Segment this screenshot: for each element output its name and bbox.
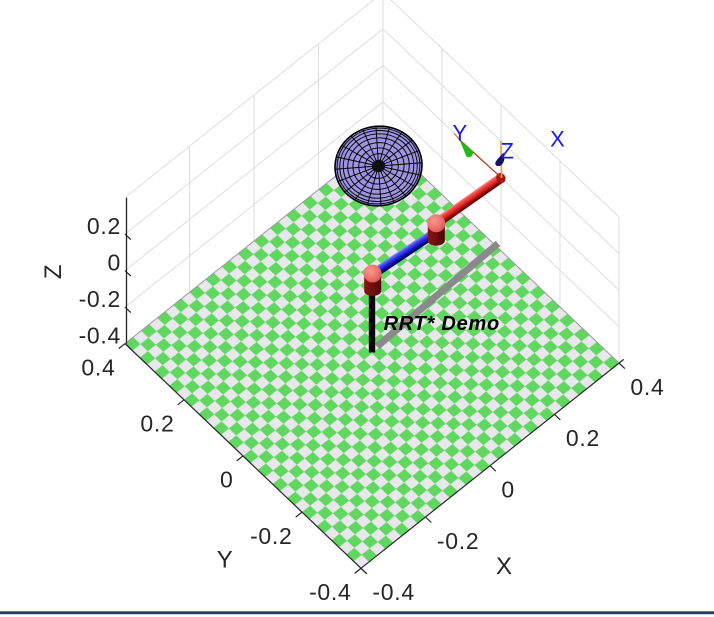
svg-text:Y: Y (453, 120, 468, 145)
svg-text:RRT* Demo: RRT* Demo (384, 313, 500, 335)
svg-text:-0.4: -0.4 (79, 322, 121, 348)
svg-text:-0.2: -0.2 (79, 286, 121, 312)
svg-text:-0.4: -0.4 (309, 579, 351, 605)
svg-text:0: 0 (220, 467, 234, 493)
svg-text:X: X (550, 126, 565, 151)
svg-text:0.4: 0.4 (81, 354, 115, 380)
svg-text:-0.2: -0.2 (437, 528, 479, 554)
svg-text:0.4: 0.4 (630, 374, 664, 400)
svg-text:-0.2: -0.2 (250, 523, 292, 549)
svg-text:X: X (496, 553, 513, 580)
svg-text:0.2: 0.2 (140, 411, 174, 437)
svg-text:0: 0 (501, 477, 515, 503)
svg-text:0: 0 (108, 249, 122, 275)
svg-text:0.2: 0.2 (87, 213, 121, 239)
svg-text:Y: Y (217, 547, 234, 574)
svg-text:0.2: 0.2 (566, 425, 600, 451)
svg-text:Z: Z (501, 139, 515, 164)
svg-text:Z: Z (40, 264, 67, 279)
svg-text:-0.4: -0.4 (372, 579, 414, 605)
